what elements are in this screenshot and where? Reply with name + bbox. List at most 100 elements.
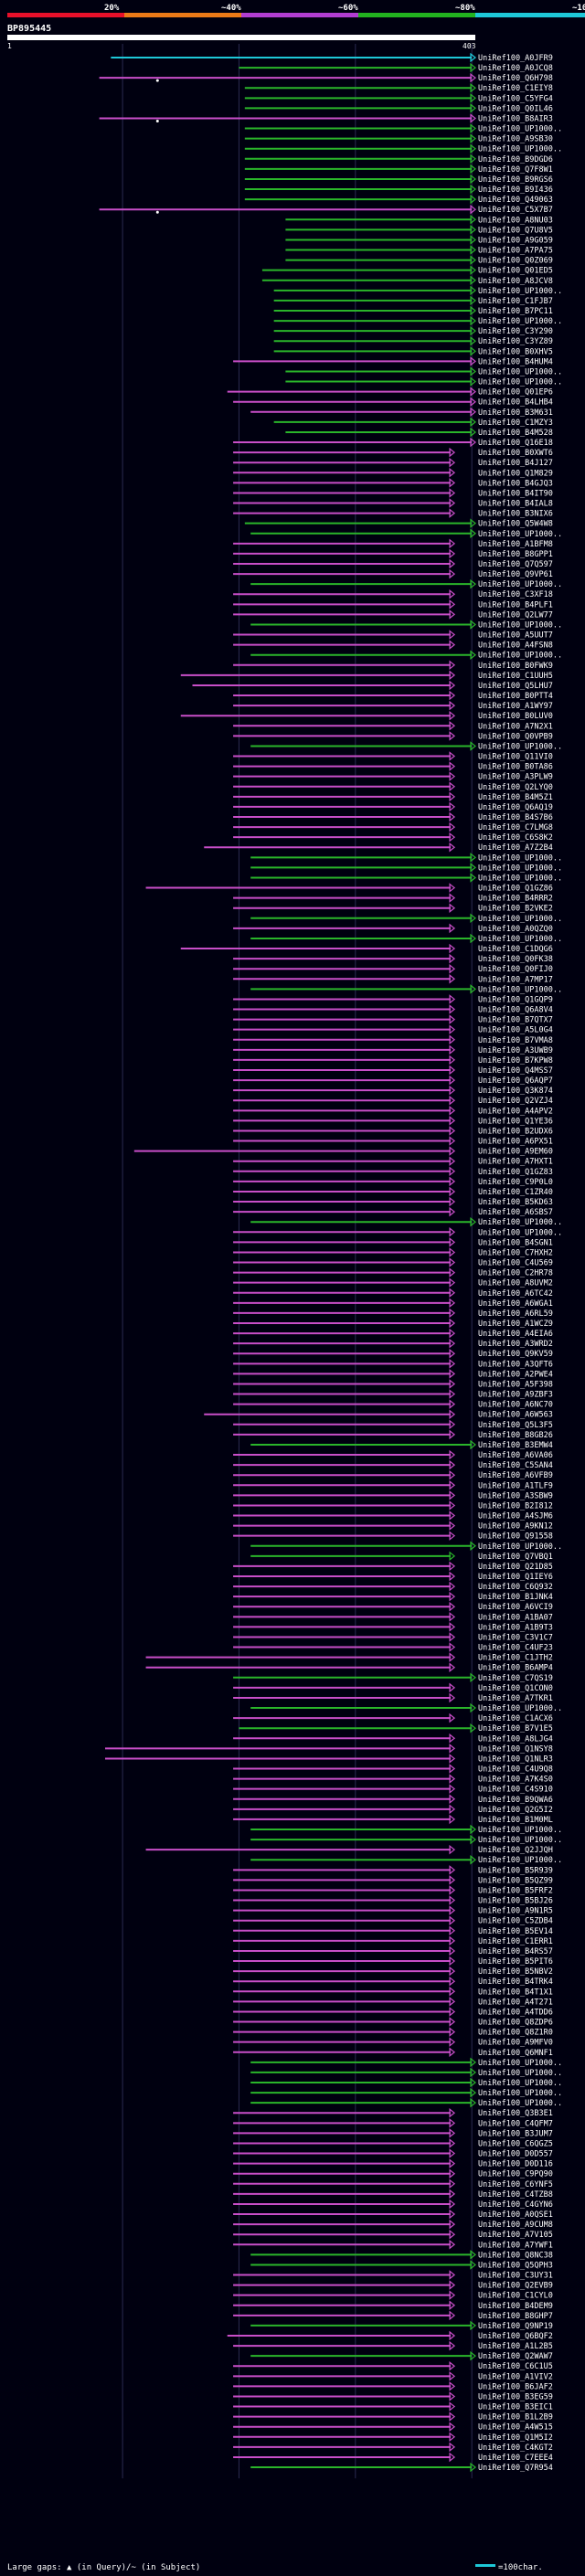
hit-label[interactable]: UniRef100_B4S7B6 bbox=[478, 813, 553, 822]
hit-label[interactable]: UniRef100_A6W563 bbox=[478, 1411, 553, 1420]
hit-label[interactable]: UniRef100_Q7Q597 bbox=[478, 560, 553, 569]
hit-label[interactable]: UniRef100_A7N2X1 bbox=[478, 722, 553, 731]
hit-label[interactable]: UniRef100_Q8ZDP6 bbox=[478, 2019, 553, 2028]
hit-label[interactable]: UniRef100_UP1000.. bbox=[478, 853, 562, 863]
hit-label[interactable]: UniRef100_C3UY31 bbox=[478, 2272, 553, 2281]
hit-label[interactable]: UniRef100_Q8Z1R0 bbox=[478, 2029, 553, 2038]
hit-label[interactable]: UniRef100_B4SGN1 bbox=[478, 1238, 553, 1247]
hit-label[interactable]: UniRef100_Q1GZ86 bbox=[478, 885, 553, 894]
hit-label[interactable]: UniRef100_B5EV14 bbox=[478, 1927, 553, 1936]
hit-label[interactable]: UniRef100_Q91558 bbox=[478, 1532, 553, 1542]
hit-label[interactable]: UniRef100_Q21D85 bbox=[478, 1563, 553, 1572]
hit-label[interactable]: UniRef100_B8GPP1 bbox=[478, 550, 553, 559]
hit-label[interactable]: UniRef100_B4J127 bbox=[478, 459, 553, 468]
hit-label[interactable]: UniRef100_B2UDX6 bbox=[478, 1127, 553, 1136]
hit-label[interactable]: UniRef100_UP1000.. bbox=[478, 2059, 562, 2068]
hit-label[interactable]: UniRef100_D0D557 bbox=[478, 2150, 553, 2159]
hit-label[interactable]: UniRef100_Q6A8V4 bbox=[478, 1006, 553, 1015]
hit-label[interactable]: UniRef100_UP1000.. bbox=[478, 580, 562, 589]
hit-label[interactable]: UniRef100_Q7U8V5 bbox=[478, 226, 553, 235]
hit-label[interactable]: UniRef100_A9EM60 bbox=[478, 1148, 553, 1157]
hit-label[interactable]: UniRef100_B9I436 bbox=[478, 186, 553, 195]
hit-label[interactable]: UniRef100_Q49063 bbox=[478, 196, 553, 205]
hit-label[interactable]: UniRef100_A9G059 bbox=[478, 236, 553, 245]
hit-label[interactable]: UniRef100_Q1NSY8 bbox=[478, 1744, 553, 1754]
hit-label[interactable]: UniRef100_A6VA06 bbox=[478, 1451, 553, 1460]
hit-label[interactable]: UniRef100_B3EMW4 bbox=[478, 1441, 553, 1450]
hit-label[interactable]: UniRef100_Q6MNF1 bbox=[478, 2049, 553, 2058]
hit-label[interactable]: UniRef100_A8NU03 bbox=[478, 216, 553, 225]
hit-label[interactable]: UniRef100_A1WY97 bbox=[478, 702, 553, 711]
hit-label[interactable]: UniRef100_Q11VI0 bbox=[478, 753, 553, 762]
hit-label[interactable]: UniRef100_A3WRD2 bbox=[478, 1340, 553, 1349]
hit-label[interactable]: UniRef100_Q0IL46 bbox=[478, 104, 553, 113]
hit-label[interactable]: UniRef100_A4FSN8 bbox=[478, 641, 553, 651]
hit-label[interactable]: UniRef100_Q0FIJ0 bbox=[478, 965, 553, 974]
hit-label[interactable]: UniRef100_A1WCZ9 bbox=[478, 1320, 553, 1329]
hit-label[interactable]: UniRef100_C4U569 bbox=[478, 1259, 553, 1268]
hit-label[interactable]: UniRef100_UP1000.. bbox=[478, 620, 562, 630]
hit-label[interactable]: UniRef100_A4SJM6 bbox=[478, 1512, 553, 1521]
hit-label[interactable]: UniRef100_C4S910 bbox=[478, 1786, 553, 1795]
hit-label[interactable]: UniRef100_B4RRR2 bbox=[478, 895, 553, 904]
hit-label[interactable]: UniRef100_Q2VZJ4 bbox=[478, 1097, 553, 1106]
hit-label[interactable]: UniRef100_B7V1E5 bbox=[478, 1724, 553, 1733]
hit-label[interactable]: UniRef100_Q6AQP7 bbox=[478, 1076, 553, 1086]
hit-label[interactable]: UniRef100_UP1000.. bbox=[478, 2069, 562, 2078]
hit-label[interactable]: UniRef100_UP1000.. bbox=[478, 935, 562, 944]
hit-label[interactable]: UniRef100_B3NIX6 bbox=[478, 510, 553, 519]
hit-label[interactable]: UniRef100_B0XHV5 bbox=[478, 347, 553, 356]
hit-label[interactable]: UniRef100_B4IT90 bbox=[478, 489, 553, 498]
hit-label[interactable]: UniRef100_Q5LHU7 bbox=[478, 682, 553, 691]
hit-label[interactable]: UniRef100_B5FRF2 bbox=[478, 1886, 553, 1895]
hit-label[interactable]: UniRef100_C4UF23 bbox=[478, 1644, 553, 1653]
hit-label[interactable]: UniRef100_A4T271 bbox=[478, 1998, 553, 2007]
hit-label[interactable]: UniRef100_C7HXH2 bbox=[478, 1248, 553, 1257]
hit-label[interactable]: UniRef100_A3PLW9 bbox=[478, 773, 553, 782]
hit-label[interactable]: UniRef100_C3YZ89 bbox=[478, 337, 553, 346]
hit-label[interactable]: UniRef100_A6RL59 bbox=[478, 1309, 553, 1319]
hit-label[interactable]: UniRef100_A7V105 bbox=[478, 2231, 553, 2240]
hit-label[interactable]: UniRef100_B3EIC1 bbox=[478, 2403, 553, 2412]
hit-label[interactable]: UniRef100_A7MP17 bbox=[478, 975, 553, 984]
hit-label[interactable]: UniRef100_A2PWE4 bbox=[478, 1370, 553, 1379]
hit-label[interactable]: UniRef100_A4TDD6 bbox=[478, 2008, 553, 2017]
hit-label[interactable]: UniRef100_UP1000.. bbox=[478, 125, 562, 134]
hit-label[interactable]: UniRef100_A6VFB9 bbox=[478, 1471, 553, 1480]
hit-label[interactable]: UniRef100_Q2WAW7 bbox=[478, 2352, 553, 2361]
hit-label[interactable]: UniRef100_A4W515 bbox=[478, 2423, 553, 2433]
hit-label[interactable]: UniRef100_B8GHP7 bbox=[478, 2312, 553, 2321]
hit-label[interactable]: UniRef100_Q2EVB9 bbox=[478, 2282, 553, 2291]
hit-label[interactable]: UniRef100_C1JTH2 bbox=[478, 1654, 553, 1663]
hit-label[interactable]: UniRef100_B1JNK4 bbox=[478, 1593, 553, 1602]
hit-label[interactable]: UniRef100_UP1000.. bbox=[478, 1704, 562, 1713]
hit-label[interactable]: UniRef100_A3UWB9 bbox=[478, 1046, 553, 1055]
hit-label[interactable]: UniRef100_B4M528 bbox=[478, 429, 553, 438]
hit-label[interactable]: UniRef100_Q7F8W1 bbox=[478, 165, 553, 175]
hit-label[interactable]: UniRef100_C6S8K2 bbox=[478, 833, 553, 843]
hit-label[interactable]: UniRef100_A7Z2B4 bbox=[478, 843, 553, 853]
hit-label[interactable]: UniRef100_UP1000.. bbox=[478, 378, 562, 387]
hit-label[interactable]: UniRef100_B9RGS6 bbox=[478, 175, 553, 185]
hit-label[interactable]: UniRef100_A6NC70 bbox=[478, 1401, 553, 1410]
hit-label[interactable]: UniRef100_A8LJG4 bbox=[478, 1734, 553, 1744]
hit-label[interactable]: UniRef100_Q1M5I2 bbox=[478, 2433, 553, 2443]
hit-label[interactable]: UniRef100_UP1000.. bbox=[478, 2099, 562, 2108]
hit-label[interactable]: UniRef100_C6Q932 bbox=[478, 1583, 553, 1592]
hit-label[interactable]: UniRef100_C3V1C7 bbox=[478, 1633, 553, 1642]
hit-label[interactable]: UniRef100_B5QZ99 bbox=[478, 1876, 553, 1885]
hit-label[interactable]: UniRef100_A9N1R5 bbox=[478, 1907, 553, 1916]
hit-label[interactable]: UniRef100_Q9NP19 bbox=[478, 2322, 553, 2331]
hit-label[interactable]: UniRef100_Q1CON0 bbox=[478, 1684, 553, 1693]
hit-label[interactable]: UniRef100_UP1000.. bbox=[478, 1856, 562, 1865]
hit-label[interactable]: UniRef100_B3M631 bbox=[478, 408, 553, 418]
hit-label[interactable]: UniRef100_Q2G5I2 bbox=[478, 1806, 553, 1815]
hit-label[interactable]: UniRef100_A0JFR9 bbox=[478, 54, 553, 63]
hit-label[interactable]: UniRef100_C1ERR1 bbox=[478, 1937, 553, 1946]
hit-label[interactable]: UniRef100_A4EIA6 bbox=[478, 1330, 553, 1339]
hit-label[interactable]: UniRef100_B4HUM4 bbox=[478, 357, 553, 366]
hit-label[interactable]: UniRef100_Q1M829 bbox=[478, 469, 553, 478]
hit-label[interactable]: UniRef100_C4QFM7 bbox=[478, 2119, 553, 2128]
hit-label[interactable]: UniRef100_A1TLF9 bbox=[478, 1481, 553, 1490]
hit-label[interactable]: UniRef100_Q3B3E1 bbox=[478, 2109, 553, 2118]
